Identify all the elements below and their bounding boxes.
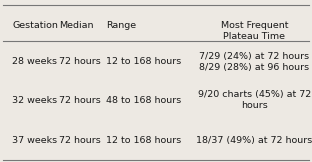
Text: 72 hours: 72 hours [59, 96, 101, 105]
Text: Gestation: Gestation [12, 21, 58, 30]
Text: Most Frequent
Plateau Time: Most Frequent Plateau Time [221, 21, 288, 41]
Text: 7/29 (24%) at 72 hours
8/29 (28%) at 96 hours: 7/29 (24%) at 72 hours 8/29 (28%) at 96 … [199, 52, 309, 72]
Text: 18/37 (49%) at 72 hours: 18/37 (49%) at 72 hours [196, 136, 312, 145]
Text: Range: Range [106, 21, 136, 30]
Text: 28 weeks: 28 weeks [12, 57, 57, 66]
Text: 37 weeks: 37 weeks [12, 136, 58, 145]
Text: 32 weeks: 32 weeks [12, 96, 58, 105]
Text: 48 to 168 hours: 48 to 168 hours [106, 96, 181, 105]
Text: 9/20 charts (45%) at 72
hours: 9/20 charts (45%) at 72 hours [198, 90, 311, 110]
Text: 12 to 168 hours: 12 to 168 hours [106, 136, 181, 145]
Text: 72 hours: 72 hours [59, 136, 101, 145]
Text: 72 hours: 72 hours [59, 57, 101, 66]
Text: Median: Median [59, 21, 94, 30]
Text: 12 to 168 hours: 12 to 168 hours [106, 57, 181, 66]
